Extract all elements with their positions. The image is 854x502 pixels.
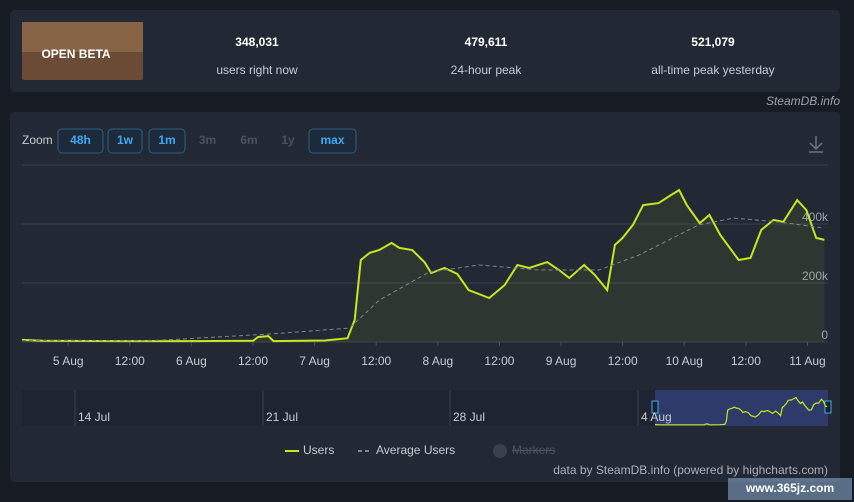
zoom-button[interactable] bbox=[308, 128, 357, 154]
x-tick-label: 8 Aug bbox=[422, 354, 453, 368]
navigator-label: 21 Jul bbox=[266, 410, 298, 424]
plot: 0 200k 400k 5 Aug 12:00 6 Aug 12:00 7 Aug 12:00 8… bbox=[21, 164, 829, 368]
watermark: www.365jz.com bbox=[745, 481, 834, 495]
zoom-button-text[interactable]: 48h bbox=[70, 133, 91, 147]
x-tick-label: 12:00 bbox=[115, 354, 145, 368]
navigator-label: 4 Aug bbox=[641, 410, 672, 424]
zoom-buttons: 48h 1w 1m 3m 6m 1y max bbox=[57, 128, 357, 154]
legend-label[interactable]: Average Users bbox=[376, 443, 455, 457]
navigator-label: 28 Jul bbox=[453, 410, 485, 424]
zoom-label: Zoom bbox=[22, 133, 53, 147]
zoom-button-text[interactable]: 1w bbox=[117, 133, 134, 147]
chart-panel bbox=[10, 112, 840, 482]
y-tick-label: 400k bbox=[802, 210, 829, 224]
stat-value: 521,079 bbox=[691, 35, 735, 49]
x-tick-label: 10 Aug bbox=[666, 354, 703, 368]
area bbox=[22, 190, 825, 342]
navigator-label: 14 Jul bbox=[78, 410, 110, 424]
x-tick-label: 9 Aug bbox=[546, 354, 577, 368]
y-tick-label: 0 bbox=[821, 328, 828, 342]
stat-label: users right now bbox=[216, 63, 298, 77]
legend: Users Average Users Markers bbox=[285, 443, 555, 458]
legend-label[interactable]: Users bbox=[303, 443, 334, 457]
stat-label: 24-hour peak bbox=[451, 63, 523, 77]
x-tick-label: 12:00 bbox=[361, 354, 391, 368]
stat-value: 479,611 bbox=[465, 35, 508, 49]
navigator-line bbox=[654, 396, 828, 426]
navigator-content: 14 Jul 21 Jul 28 Jul 4 Aug bbox=[74, 390, 828, 426]
zoom-button[interactable] bbox=[107, 128, 143, 154]
series-line bbox=[21, 217, 825, 342]
y-tick-label: 200k bbox=[802, 269, 829, 283]
x-tick-label: 12:00 bbox=[608, 354, 638, 368]
stats-panel bbox=[10, 10, 840, 92]
x-tick-label: 6 Aug bbox=[176, 354, 207, 368]
zoom-button[interactable] bbox=[57, 128, 104, 154]
watermark-bg bbox=[728, 478, 852, 500]
zoom-button[interactable] bbox=[148, 128, 186, 154]
x-tick-label: 11 Aug bbox=[789, 354, 825, 368]
navigator-handle[interactable] bbox=[824, 400, 832, 414]
x-tick-label: 7 Aug bbox=[299, 354, 330, 368]
thumbnail-sky bbox=[22, 22, 143, 52]
stat-value: 348,031 bbox=[235, 35, 279, 49]
legend-label[interactable]: Markers bbox=[512, 443, 555, 457]
zoom-button-text: 3m bbox=[199, 133, 216, 147]
source-link[interactable]: SteamDB.info bbox=[766, 94, 840, 108]
download-icon[interactable] bbox=[809, 136, 823, 153]
credit: data by SteamDB.info (powered by highcha… bbox=[553, 463, 828, 477]
navigator-selection[interactable] bbox=[655, 390, 828, 426]
zoom-button-text[interactable]: 1m bbox=[158, 133, 175, 147]
series-line bbox=[21, 188, 825, 343]
stat-label: all-time peak yesterday bbox=[651, 63, 774, 77]
zoom-button-text[interactable]: max bbox=[320, 133, 344, 147]
navigator-handle[interactable] bbox=[651, 400, 659, 414]
x-tick-label: 5 Aug bbox=[53, 354, 84, 368]
legend-symbol bbox=[493, 444, 507, 458]
x-tick-label: 12:00 bbox=[238, 354, 268, 368]
zoom-button-text: 1y bbox=[281, 133, 295, 147]
x-tick-label: 12:00 bbox=[731, 354, 761, 368]
x-tick-label: 12:00 bbox=[484, 354, 514, 368]
thumbnail-text: OPEN BETA bbox=[41, 47, 110, 61]
zoom-button-text: 6m bbox=[240, 133, 257, 147]
